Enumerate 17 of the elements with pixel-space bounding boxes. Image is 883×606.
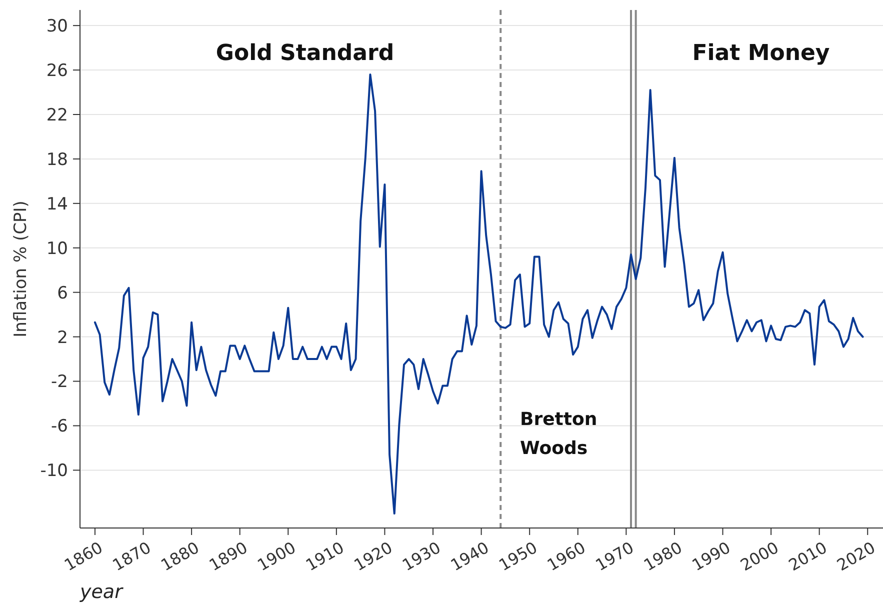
- x-axis-title: year: [79, 581, 124, 603]
- y-tick-label: -6: [51, 416, 68, 437]
- line-series: [94, 73, 864, 515]
- y-tick-label: 14: [46, 194, 68, 214]
- y-tick-label: 18: [46, 150, 68, 170]
- y-tick-label: 2: [57, 328, 68, 348]
- y-tick-label: 6: [57, 283, 68, 304]
- annotation: Fiat Money: [692, 41, 830, 66]
- y-tick-label: 10: [46, 238, 68, 259]
- annotation: Gold Standard: [216, 41, 394, 66]
- annotation: Bretton Woods: [520, 409, 598, 459]
- y-tick-label: -10: [40, 461, 68, 482]
- y-tick-label: -2: [51, 372, 68, 392]
- y-axis-title: Inflation % (CPI): [11, 200, 31, 338]
- y-tick-label: 22: [46, 105, 68, 126]
- y-tick-label: 26: [46, 60, 68, 81]
- y-tick-label: 30: [46, 16, 68, 37]
